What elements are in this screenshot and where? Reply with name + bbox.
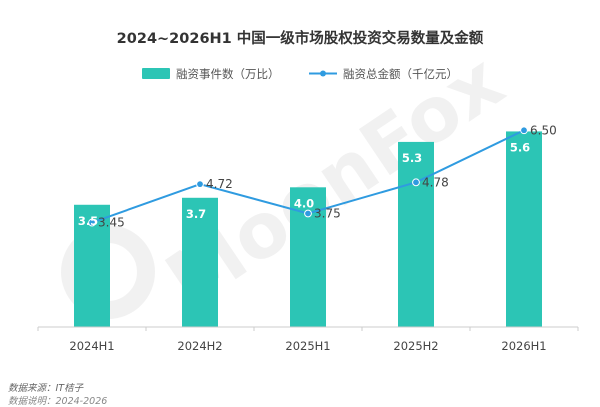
legend-label-bar: 融资事件数（万比） xyxy=(176,67,280,81)
x-tick-label-2025H2: 2025H2 xyxy=(393,339,438,353)
bar-label-2024H1: 3.5 xyxy=(78,214,98,228)
bar-2026H1 xyxy=(506,131,542,327)
line-label-2024H1: 3.45 xyxy=(98,216,125,230)
legend: 融资事件数（万比） 融资总金额（千亿元） xyxy=(142,67,458,81)
bar-label-2025H2: 5.3 xyxy=(402,151,422,165)
line-label-2025H2: 4.78 xyxy=(422,175,449,189)
line-label-2024H2: 4.72 xyxy=(206,177,233,191)
bar-2024H2 xyxy=(182,197,218,327)
chart-svg: MoonFox 2024~2026H1 中国一级市场股权投资交易数量及金额 融资… xyxy=(37,29,579,353)
line-point-2025H1 xyxy=(304,209,312,218)
x-tick-label-2024H1: 2024H1 xyxy=(69,339,114,353)
line-label-2025H1: 3.75 xyxy=(314,207,341,221)
line-point-2024H1 xyxy=(88,218,96,227)
line-label-2026H1: 6.50 xyxy=(530,123,557,137)
legend-label-line: 融资总金额（千亿元） xyxy=(343,67,458,81)
legend-swatch-marker xyxy=(320,70,326,77)
x-tick-label-2026H1: 2026H1 xyxy=(501,339,546,353)
line-series: 3.5 3.7 4.0 5.3 5.6 3.45 4.72 3.75 4.78 6.50 xyxy=(78,123,557,229)
source-note: 数据来源：IT桔子 xyxy=(8,383,84,394)
line-point-2025H2 xyxy=(412,178,420,187)
chart-title: 2024~2026H1 中国一级市场股权投资交易数量及金额 xyxy=(117,29,484,47)
x-tick-label-2024H2: 2024H2 xyxy=(177,339,222,353)
legend-swatch-bar xyxy=(142,68,170,79)
bar-label-2024H2: 3.7 xyxy=(186,207,206,221)
x-tick-label-2025H1: 2025H1 xyxy=(285,339,330,353)
bar-label-2025H1: 4.0 xyxy=(294,196,314,210)
line-point-2024H2 xyxy=(196,180,204,189)
x-axis-ticks: 2024H1 2024H2 2025H1 2025H2 2026H1 xyxy=(37,327,579,353)
bar-label-2026H1: 5.6 xyxy=(510,140,530,154)
bar-2025H2 xyxy=(398,141,434,327)
source-note-cutoff: 数据说明：2024-2026 xyxy=(8,396,108,407)
line-point-2026H1 xyxy=(520,126,528,135)
